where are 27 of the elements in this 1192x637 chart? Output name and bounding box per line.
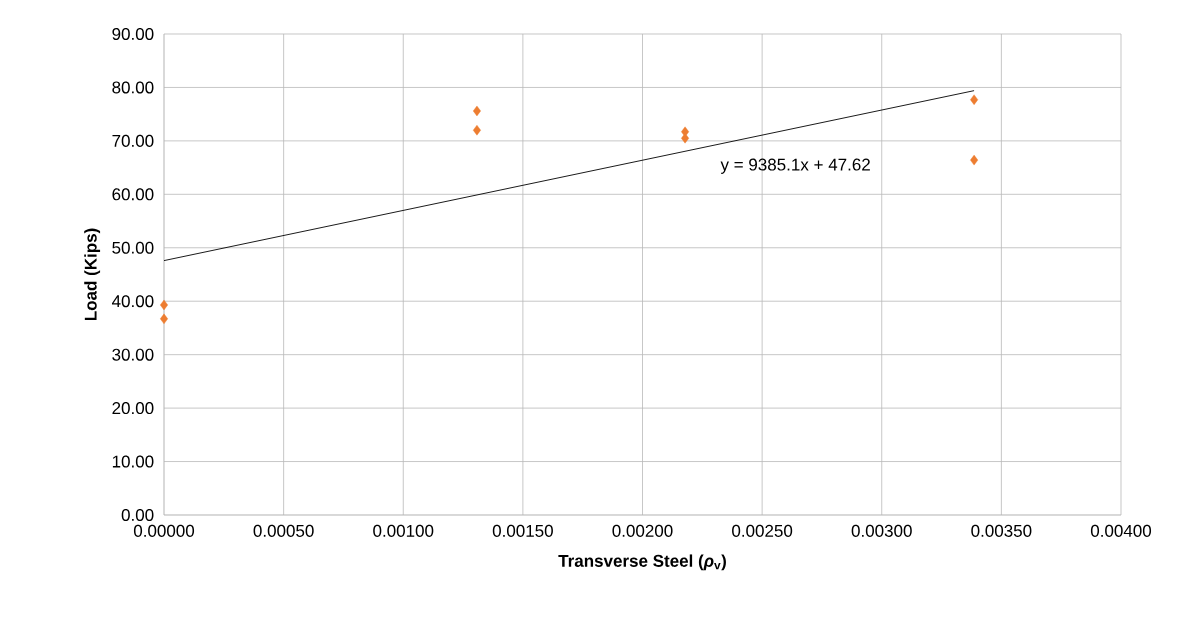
y-tick-label: 40.00 [112, 295, 154, 308]
x-tick-label: 0.00200 [612, 524, 673, 537]
y-tick-label: 80.00 [112, 81, 154, 94]
x-tick-label: 0.00100 [373, 524, 434, 537]
y-tick-label: 0.00 [121, 508, 154, 522]
y-tick-label: 10.00 [112, 455, 154, 468]
x-tick-label: 0.00000 [133, 524, 195, 537]
x-axis-title: Transverse Steel (ρ$_{v}$) [558, 554, 726, 571]
y-tick-label: 90.00 [112, 27, 154, 41]
x-tick-label: 0.00250 [732, 524, 793, 537]
x-tick-label: 0.00050 [253, 524, 314, 537]
y-axis-title: Load (Kips) [84, 228, 101, 321]
point [472, 125, 481, 136]
y-tick-label: 60.00 [112, 188, 154, 201]
x-tick-label: 0.00400 [1090, 524, 1152, 537]
x-tick-label: 0.00300 [851, 524, 912, 537]
point [472, 105, 481, 117]
y-tick-label: 30.00 [112, 348, 154, 361]
y-tick-label: 20.00 [112, 402, 154, 415]
annotation: y = 9385.1x + 47.62 [720, 158, 870, 174]
point [970, 94, 979, 105]
y-tick-label: 70.00 [112, 134, 154, 147]
y-tick-label: 50.00 [112, 241, 154, 254]
x-tick-label: 0.00150 [492, 524, 553, 537]
point [681, 133, 690, 144]
point [970, 154, 979, 166]
x-tick-label: 0.00350 [971, 524, 1032, 537]
